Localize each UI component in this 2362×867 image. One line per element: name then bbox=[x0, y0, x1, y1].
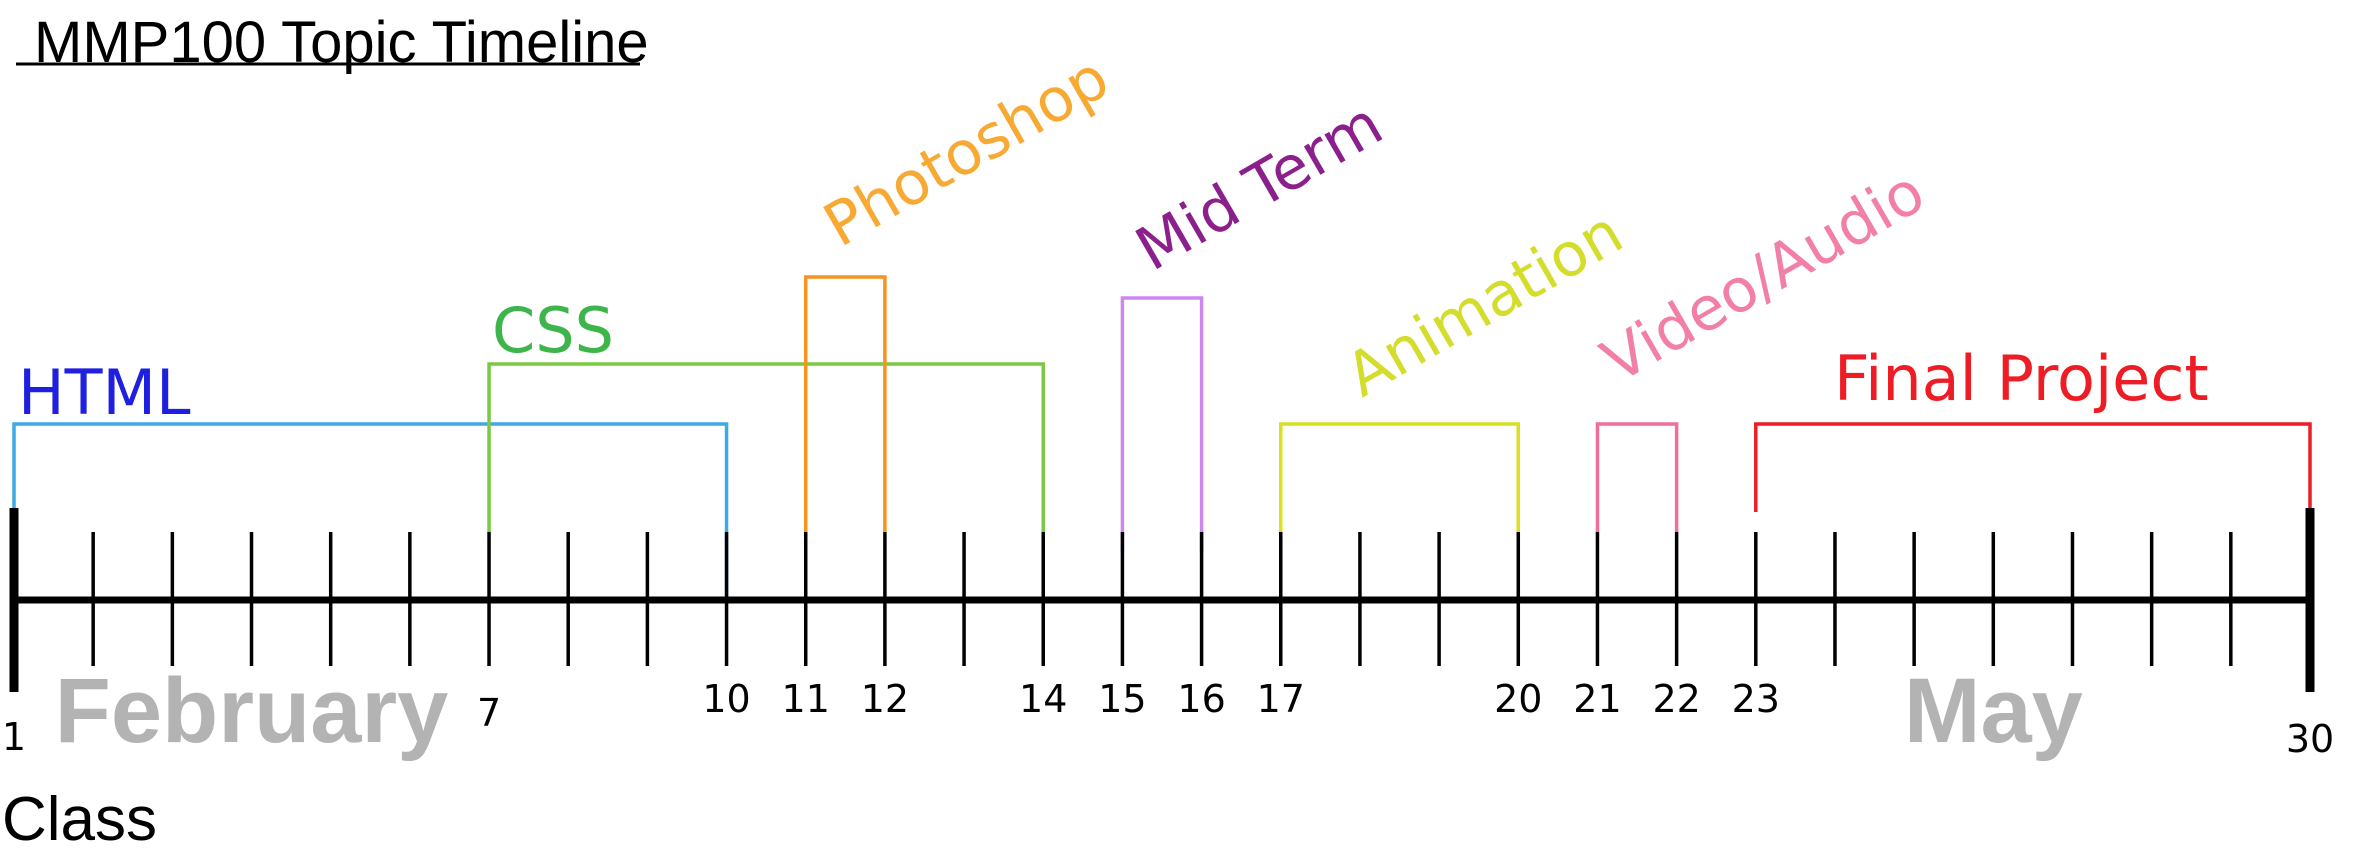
tick-label: 21 bbox=[1573, 677, 1621, 721]
tick-label: 10 bbox=[702, 677, 750, 721]
tick-label: 14 bbox=[1019, 677, 1067, 721]
topic-bracket bbox=[1595, 422, 1679, 532]
topic-label: Animation bbox=[1335, 197, 1635, 411]
topic-label: HTML bbox=[18, 356, 191, 429]
month-label: May bbox=[1904, 660, 2083, 762]
topic-bracket bbox=[803, 275, 887, 532]
tick-label: 1 bbox=[2, 715, 26, 759]
tick-label: 15 bbox=[1098, 677, 1146, 721]
tick-label: 22 bbox=[1652, 677, 1700, 721]
topic-label: Final Project bbox=[1834, 342, 2209, 415]
month-labels: February May bbox=[55, 660, 2083, 762]
tick-label: 30 bbox=[2286, 717, 2334, 761]
topic-bracket bbox=[487, 362, 1045, 532]
topic-bracket bbox=[1279, 422, 1521, 532]
timeline-axis bbox=[9, 508, 2315, 692]
month-label: February bbox=[55, 660, 449, 762]
topic-label: CSS bbox=[492, 294, 614, 367]
tick-label: 16 bbox=[1177, 677, 1225, 721]
axis-label-class: Class bbox=[2, 785, 157, 854]
topic-bracket bbox=[1120, 296, 1204, 552]
tick-label: 12 bbox=[861, 677, 909, 721]
topic-bracket bbox=[1754, 422, 2312, 512]
tick-label: 23 bbox=[1732, 677, 1780, 721]
tick-label: 20 bbox=[1494, 677, 1542, 721]
tick-label: 17 bbox=[1257, 677, 1305, 721]
topic-label: Photoshop bbox=[813, 43, 1121, 261]
tick-label: 7 bbox=[477, 691, 501, 735]
tick-label: 11 bbox=[782, 677, 830, 721]
topic-bracket bbox=[12, 422, 729, 600]
topic-label: Mid Term bbox=[1125, 89, 1395, 285]
